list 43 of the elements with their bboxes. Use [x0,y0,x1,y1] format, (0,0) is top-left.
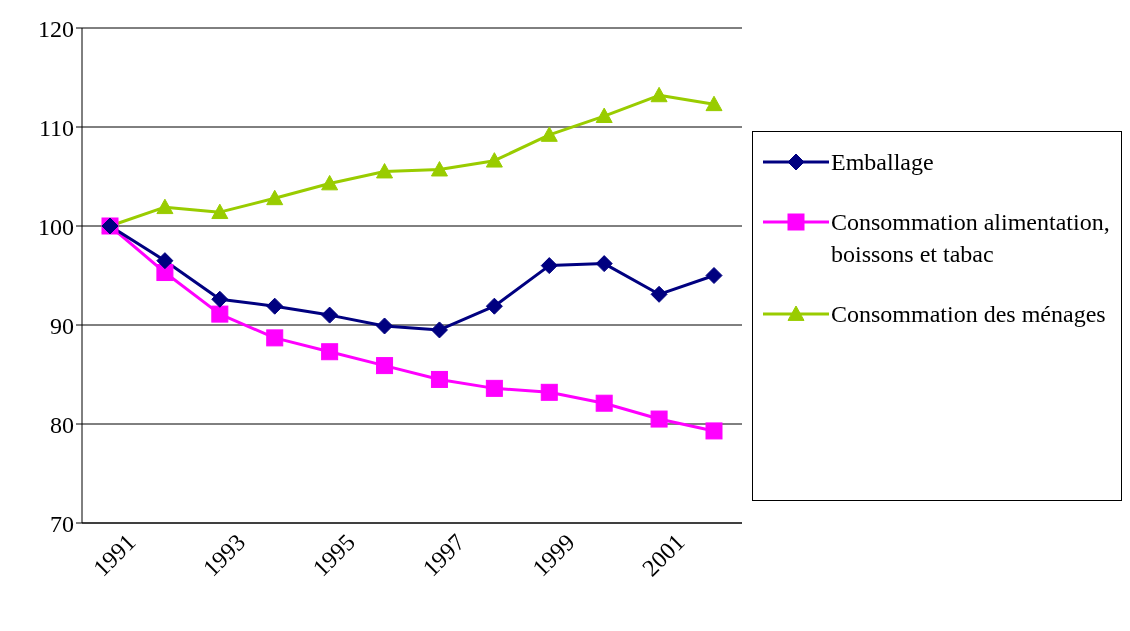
y-tick-label: 110 [38,114,74,141]
y-tick-label: 120 [38,15,74,42]
point [266,297,284,315]
point [705,95,723,112]
x-tick-label: 1991 [88,528,141,582]
legend-label: Consommation alimentation, boissons et tabac [831,207,1111,269]
point [376,163,394,179]
point [595,394,613,412]
point [650,285,668,303]
point [540,126,558,142]
point [595,107,613,124]
point [650,86,668,103]
point [376,317,394,335]
point [266,329,284,347]
y-tick-label: 90 [50,312,74,339]
point [211,203,229,220]
legend-label: Emballage [831,147,934,177]
point [211,290,229,308]
point [485,297,503,315]
point [156,264,174,282]
point [595,255,613,273]
point [266,189,284,206]
point [156,198,174,215]
point [485,379,503,397]
point [485,152,503,168]
y-tick-label: 70 [50,510,74,537]
point [650,410,668,428]
y-tick-label: 100 [38,213,74,240]
point [211,305,229,323]
point [430,321,448,339]
point [705,422,723,440]
point [540,383,558,401]
point [376,357,394,375]
point [430,370,448,388]
point [321,306,339,324]
point [540,257,558,275]
point [156,252,174,270]
y-tick-label: 80 [50,411,74,438]
point [321,174,339,191]
point [321,343,339,361]
point [430,161,448,177]
point [705,267,723,284]
legend-label: Consommation des ménages [831,299,1106,329]
